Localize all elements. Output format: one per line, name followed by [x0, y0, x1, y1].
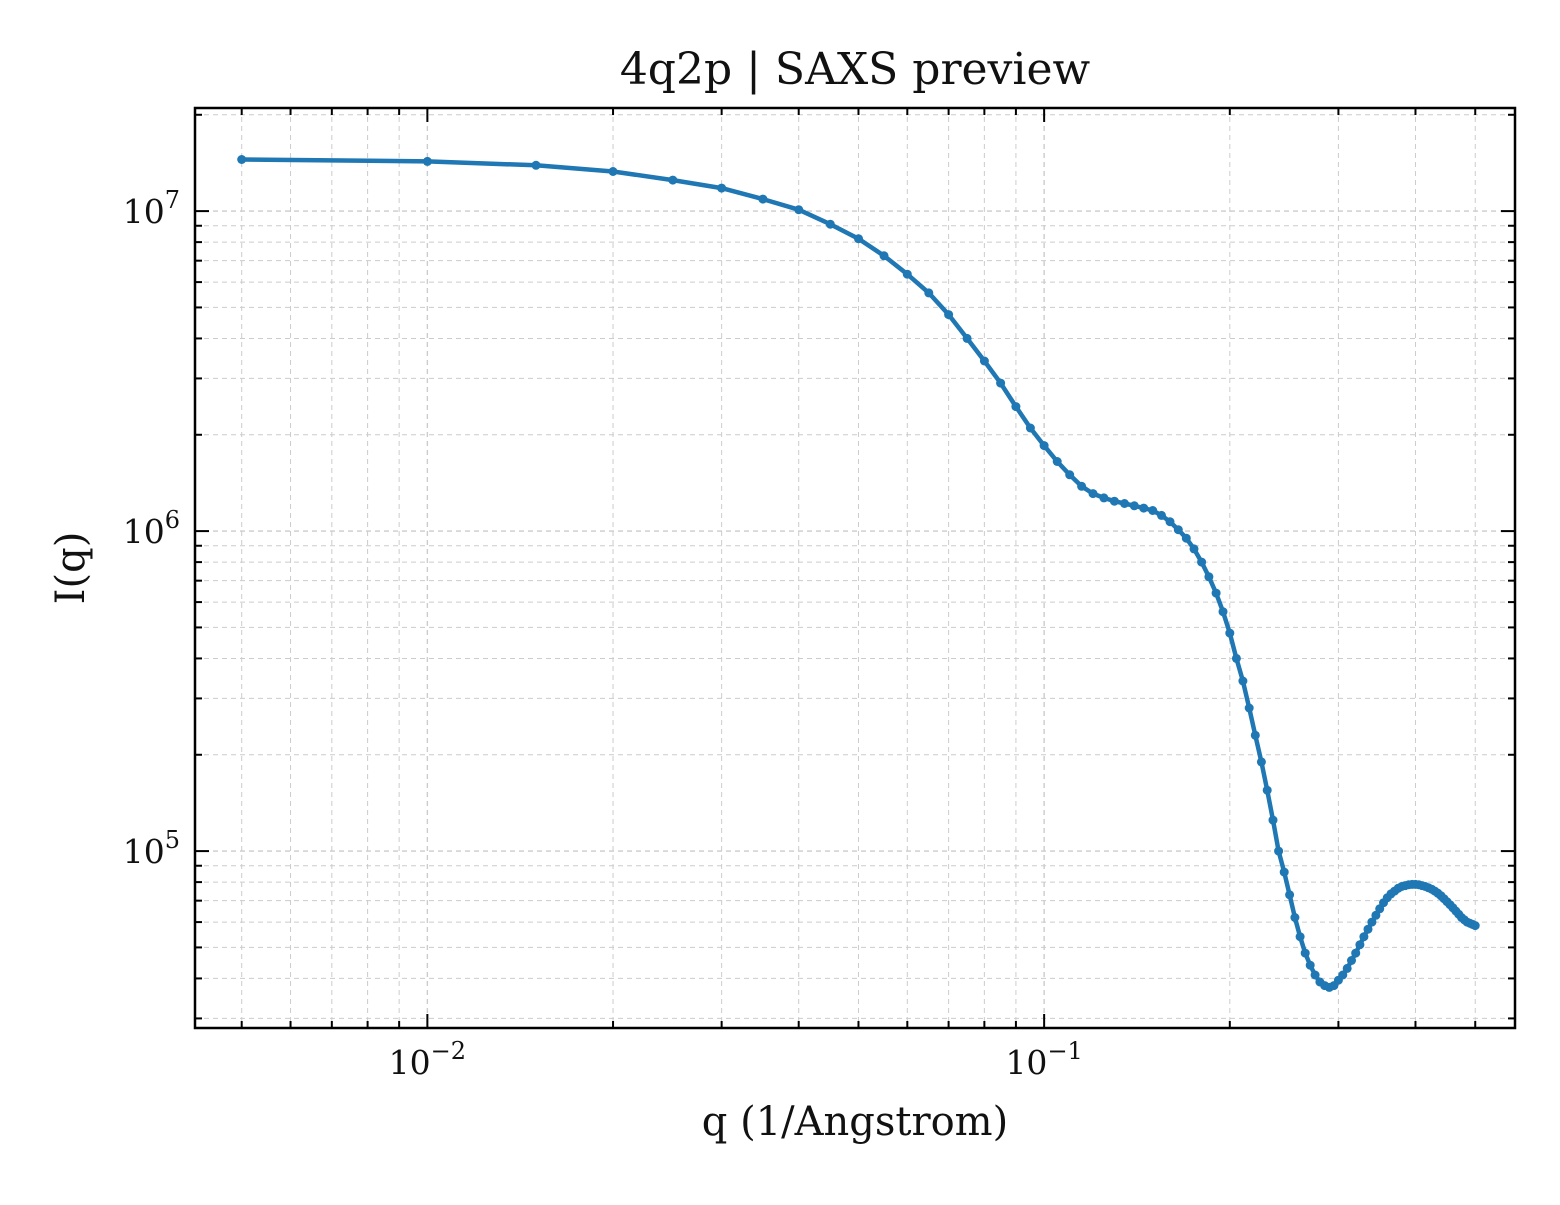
data-point	[1351, 948, 1361, 958]
data-point	[996, 378, 1006, 388]
data-point	[944, 310, 954, 320]
series-layer	[237, 155, 1480, 992]
data-point	[1305, 960, 1315, 970]
data-point	[1189, 544, 1199, 554]
plot-frame	[193, 106, 1517, 1030]
data-point	[1148, 506, 1158, 515]
data-point	[879, 251, 889, 261]
data-point	[1367, 917, 1377, 927]
y-tick-label: 106	[123, 506, 180, 551]
data-point	[924, 288, 934, 298]
data-point	[1088, 489, 1098, 499]
data-point	[1342, 963, 1352, 973]
data-point	[1039, 441, 1049, 451]
data-point	[1099, 493, 1109, 503]
data-point	[1157, 510, 1166, 520]
data-point	[1279, 867, 1289, 877]
data-point	[1139, 503, 1149, 513]
data-point	[1359, 932, 1369, 942]
tick-labels: 10−2 10−1 105 106 107	[123, 186, 1083, 1082]
data-point	[1355, 940, 1365, 950]
data-point	[1225, 628, 1235, 638]
data-point	[902, 269, 912, 279]
x-tick-label: 10−1	[1005, 1037, 1082, 1082]
chart-title: 4q2p | SAXS preview	[620, 44, 1091, 95]
data-point	[531, 160, 541, 170]
data-point	[825, 219, 835, 229]
data-point	[1244, 703, 1254, 713]
data-point	[1250, 730, 1260, 740]
data-point	[1077, 481, 1087, 491]
data-point	[1011, 402, 1021, 412]
data-point	[1285, 890, 1295, 900]
data-point	[1256, 757, 1266, 767]
data-point	[1231, 653, 1241, 663]
y-tick-label: 105	[123, 826, 180, 871]
data-point	[717, 183, 727, 193]
data-point	[608, 167, 618, 176]
data-point	[237, 155, 247, 164]
data-point	[1338, 970, 1348, 980]
data-point	[1470, 921, 1480, 931]
data-point	[1268, 815, 1278, 825]
data-point	[1371, 910, 1381, 920]
y-tick-label: 107	[123, 186, 180, 231]
data-point	[1290, 913, 1300, 922]
data-point	[962, 333, 972, 343]
data-point	[1197, 557, 1207, 567]
data-point	[1052, 457, 1062, 466]
y-axis-label: I(q)	[48, 532, 94, 605]
data-point	[854, 234, 863, 244]
data-point	[1129, 501, 1139, 511]
data-point	[1065, 470, 1075, 480]
data-point	[1025, 423, 1035, 433]
x-tick-label: 10−2	[389, 1037, 466, 1082]
data-point	[1363, 924, 1373, 934]
data-point	[1165, 517, 1175, 527]
data-point	[1120, 499, 1129, 508]
data-point	[1218, 607, 1228, 617]
data-point	[758, 194, 768, 204]
data-point	[1238, 676, 1248, 686]
data-point	[1211, 588, 1221, 598]
data-point	[1295, 932, 1305, 942]
data-point	[1274, 846, 1284, 856]
data-point	[979, 356, 989, 366]
data-point	[1347, 956, 1356, 965]
ticks	[195, 108, 1515, 1028]
x-axis-label: q (1/Angstrom)	[702, 1099, 1008, 1145]
data-point	[1181, 533, 1191, 543]
data-point	[1300, 948, 1310, 958]
data-point	[1173, 525, 1183, 535]
data-point	[422, 156, 432, 166]
data-point	[1204, 572, 1214, 582]
data-point	[794, 205, 804, 215]
data-point	[668, 175, 678, 185]
data-point	[1262, 785, 1272, 795]
data-point	[1109, 496, 1119, 506]
data-point	[1310, 970, 1320, 980]
